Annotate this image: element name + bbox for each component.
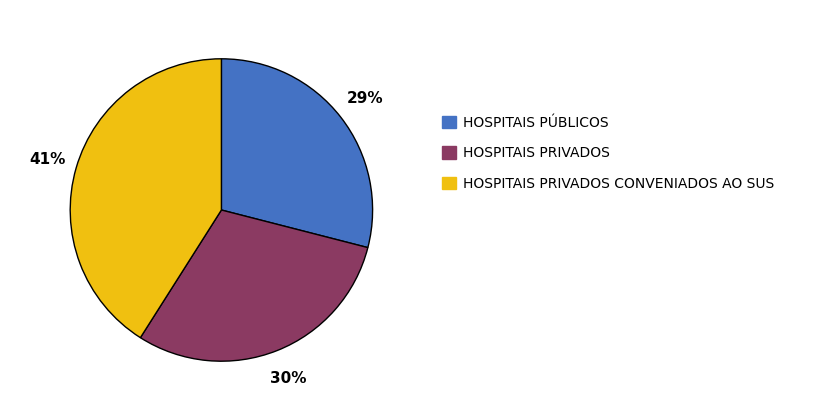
Wedge shape: [221, 59, 372, 248]
Legend: HOSPITAIS PÚBLICOS, HOSPITAIS PRIVADOS, HOSPITAIS PRIVADOS CONVENIADOS AO SUS: HOSPITAIS PÚBLICOS, HOSPITAIS PRIVADOS, …: [436, 110, 779, 197]
Wedge shape: [70, 59, 221, 338]
Text: 30%: 30%: [269, 371, 306, 386]
Wedge shape: [140, 210, 368, 361]
Text: 41%: 41%: [29, 152, 66, 167]
Text: 29%: 29%: [346, 91, 382, 106]
